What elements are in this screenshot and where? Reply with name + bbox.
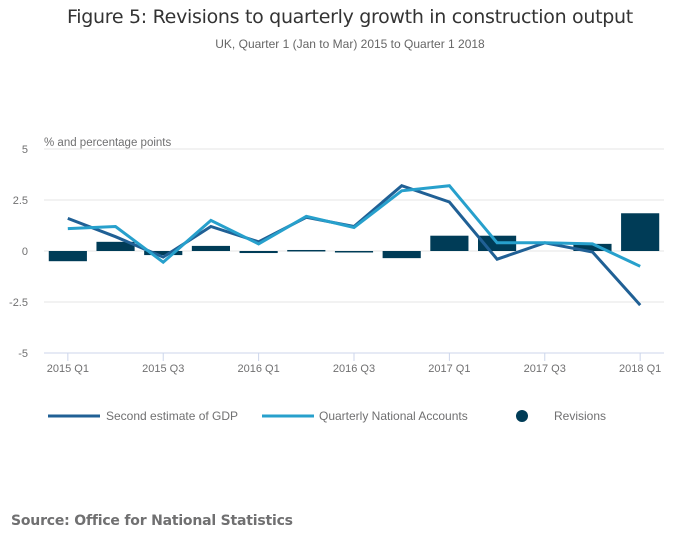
x-tick-label: 2015 Q3 [142,363,184,375]
x-tick-label: 2017 Q3 [524,363,566,375]
legend-item: Revisions [516,409,606,423]
revision-bar [334,251,374,253]
x-axis: 2015 Q1 2015 Q3 2016 Q1 2016 Q3 2017 Q1 2017 … [44,352,664,375]
legend: Second estimate of GDP Quarterly National… [48,409,606,423]
x-tick-label: 2016 Q3 [333,363,375,375]
revision-bar [96,241,135,251]
y-tick-label: 5 [22,144,28,156]
y-tick-label: 2.5 [13,195,28,207]
revision-bar [382,251,421,259]
legend-circle-icon [516,410,528,422]
line-quarterly-national-accounts [67,184,641,268]
legend-label: Second estimate of GDP [106,409,238,423]
revision-bar [287,249,326,252]
series-lines [67,184,642,307]
revision-bar [48,251,87,262]
source-note: Source: Office for National Statistics [11,513,293,529]
revision-bar [573,243,612,251]
y-tick-label: -2.5 [9,297,28,309]
legend-label: Revisions [554,409,606,423]
revision-bar [621,213,660,251]
x-tick-label: 2015 Q1 [47,363,89,375]
line-second-estimate-of-gdp [67,184,642,307]
x-tick-label: 2016 Q1 [238,363,280,375]
legend-label: Quarterly National Accounts [319,409,468,423]
revision-bar [144,251,183,256]
chart-subtitle: UK, Quarter 1 (Jan to Mar) 2015 to Quart… [215,37,485,51]
revision-bar [191,245,230,251]
x-tick-label: 2017 Q1 [428,363,470,375]
x-tick-label: 2018 Q1 [619,363,661,375]
chart-title: Figure 5: Revisions to quarterly growth … [67,6,633,28]
y-tick-label: -5 [18,348,28,360]
y-axis: 5 2.5 0 -2.5 -5 [9,144,28,360]
y-axis-label: % and percentage points [44,137,171,149]
legend-item: Second estimate of GDP [48,409,238,423]
revisions-bars [48,213,660,262]
y-tick-label: 0 [22,246,28,258]
legend-item: Quarterly National Accounts [262,409,468,423]
revision-bar [239,251,278,254]
revision-bar [430,235,469,251]
